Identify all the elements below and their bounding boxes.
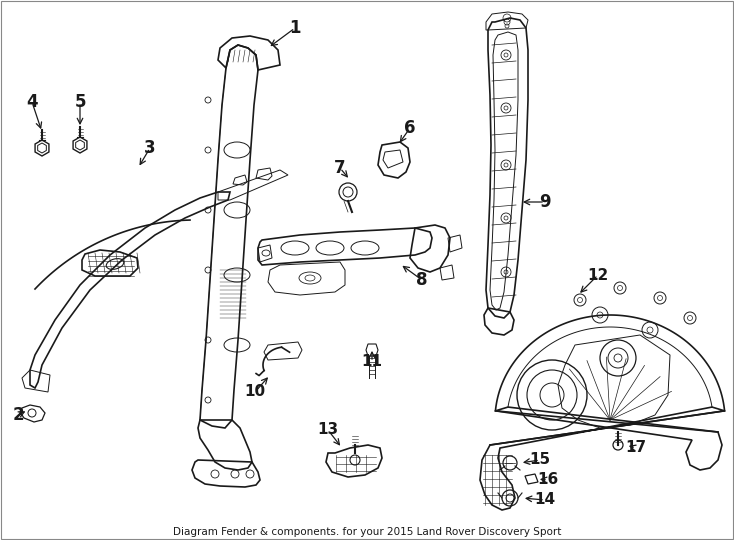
Text: 8: 8	[416, 271, 428, 289]
Text: Diagram Fender & components. for your 2015 Land Rover Discovery Sport: Diagram Fender & components. for your 20…	[172, 527, 562, 537]
Text: 13: 13	[317, 422, 338, 437]
Text: 7: 7	[334, 159, 346, 177]
Text: 12: 12	[587, 267, 608, 282]
Text: 11: 11	[362, 354, 382, 369]
Text: 1: 1	[289, 19, 301, 37]
Text: 6: 6	[404, 119, 415, 137]
Text: 16: 16	[537, 472, 559, 488]
Text: 2: 2	[12, 406, 23, 424]
Text: 17: 17	[625, 441, 647, 456]
Text: 9: 9	[539, 193, 550, 211]
Text: 10: 10	[244, 384, 266, 400]
Text: 14: 14	[534, 492, 556, 508]
Text: 5: 5	[74, 93, 86, 111]
Text: 3: 3	[144, 139, 156, 157]
Text: 15: 15	[529, 453, 550, 468]
Text: 4: 4	[26, 93, 38, 111]
